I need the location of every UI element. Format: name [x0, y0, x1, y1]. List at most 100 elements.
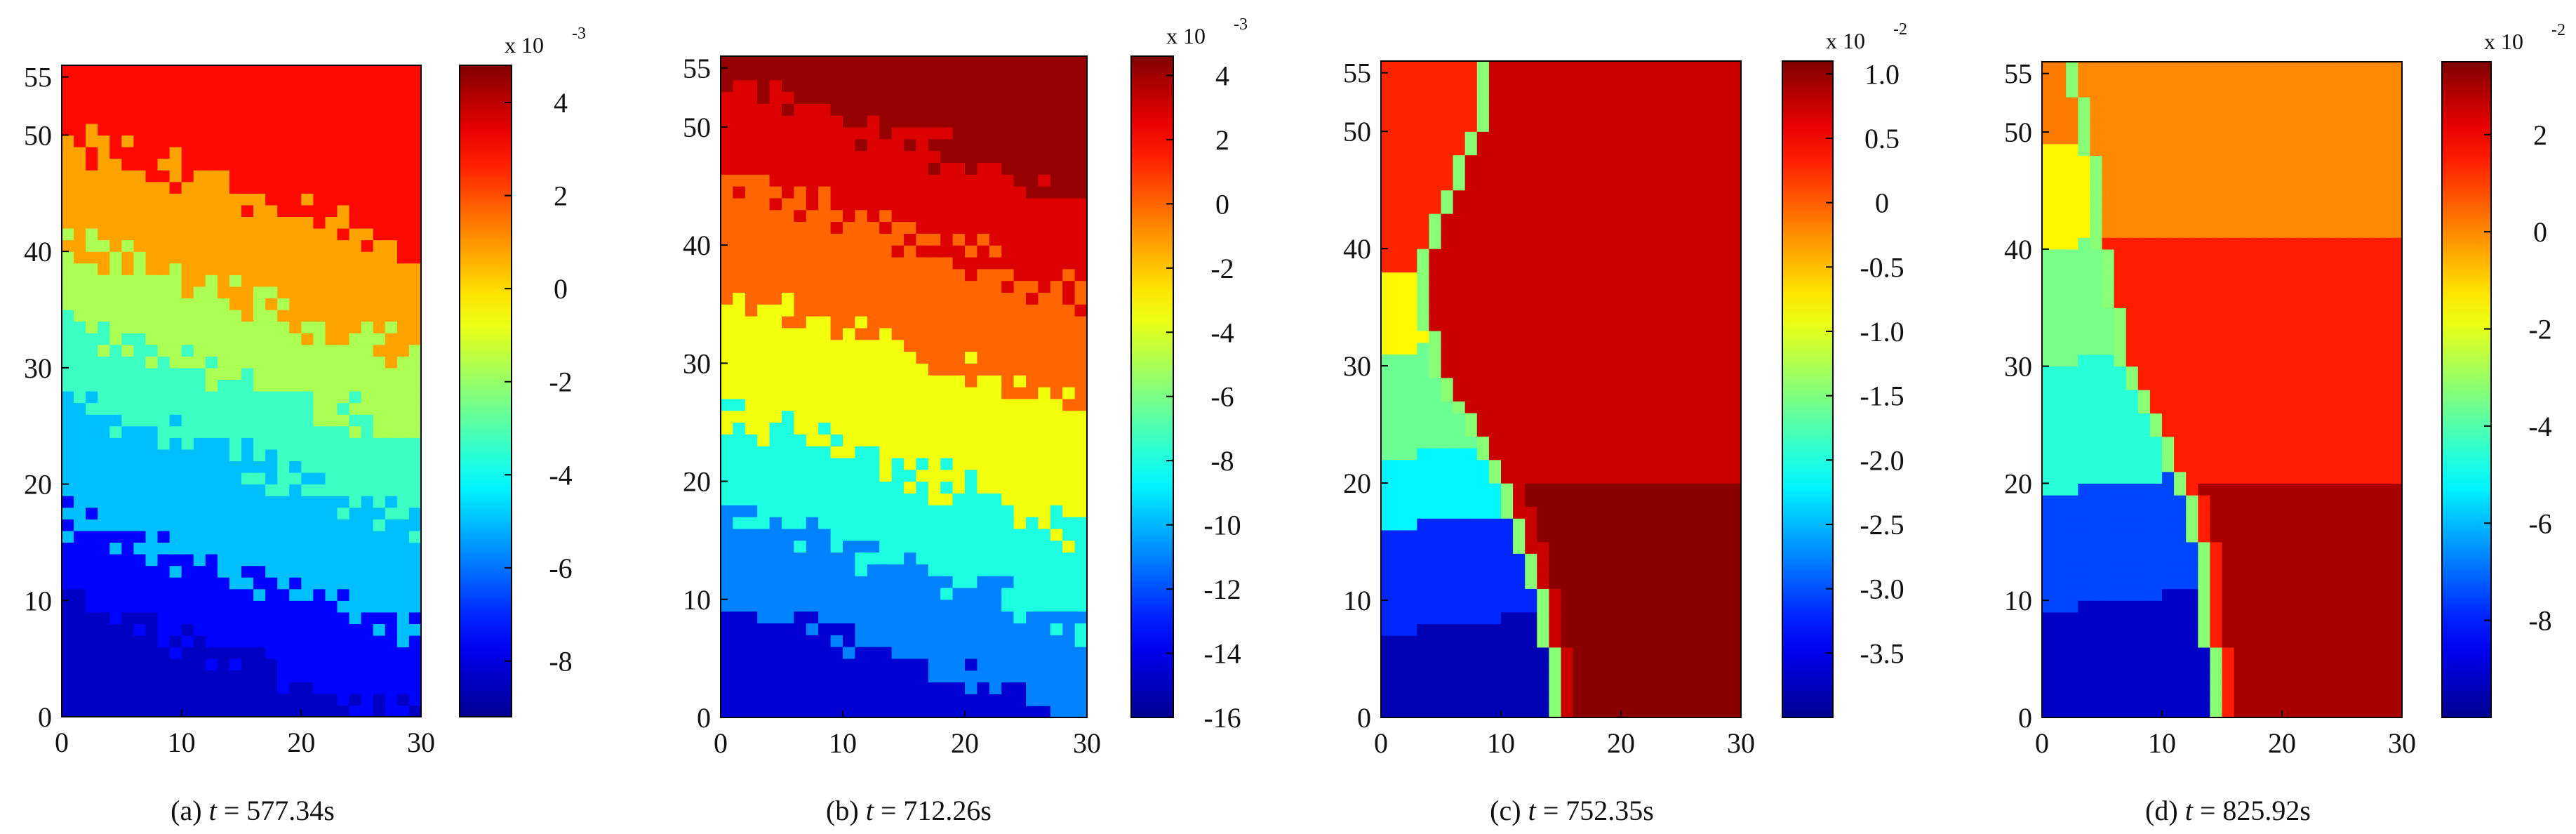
heatmap-cell: [1014, 387, 1027, 399]
heatmap-cell: [325, 403, 338, 415]
heatmap-cell: [373, 147, 386, 159]
heatmap-cell: [782, 56, 794, 68]
heatmap-cell: [953, 552, 966, 564]
heatmap-cell: [1525, 249, 1537, 260]
heatmap-cell: [1645, 307, 1657, 319]
heatmap-cell: [1038, 68, 1050, 80]
heatmap-cell: [965, 399, 977, 411]
heatmap-cell: [1717, 331, 1730, 343]
heatmap-cell: [361, 182, 374, 194]
heatmap-cell: [904, 115, 916, 127]
heatmap-cell: [806, 517, 819, 529]
heatmap-cell: [409, 635, 422, 647]
heatmap-cell: [1075, 151, 1088, 163]
heatmap-cell: [1561, 178, 1574, 190]
heatmap-cell: [1549, 647, 1561, 659]
heatmap-cell: [109, 461, 122, 472]
heatmap-cell: [385, 379, 398, 391]
heatmap-cell: [1681, 307, 1694, 319]
heatmap-cell: [1062, 505, 1075, 517]
heatmap-cell: [770, 670, 782, 682]
heatmap-cell: [1477, 201, 1490, 213]
heatmap-cell: [277, 635, 290, 647]
heatmap-cell: [409, 623, 422, 635]
heatmap-cell: [770, 411, 782, 423]
heatmap-cell: [62, 437, 74, 449]
heatmap-cell: [1633, 343, 1646, 355]
heatmap-cell: [818, 541, 831, 552]
heatmap-cell: [253, 263, 266, 275]
heatmap-cell: [1717, 612, 1730, 624]
heatmap-cell: [1549, 343, 1561, 355]
heatmap-cell: [1441, 682, 1454, 694]
heatmap-cell: [1549, 178, 1561, 190]
heatmap-cell: [794, 269, 806, 281]
heatmap-cell: [1393, 108, 1406, 120]
heatmap-cell: [158, 484, 171, 496]
heatmap-cell: [1669, 670, 1681, 682]
heatmap-cell: [940, 80, 953, 92]
heatmap-cell: [62, 484, 74, 496]
heatmap-cell: [325, 437, 338, 449]
heatmap-cell: [940, 635, 953, 647]
heatmap-cell: [1441, 612, 1454, 624]
heatmap-cell: [373, 65, 386, 77]
heatmap-cell: [831, 91, 843, 103]
heatmap-cell: [1585, 319, 1598, 331]
heatmap-cell: [1681, 623, 1694, 635]
heatmap-cell: [325, 589, 338, 601]
heatmap-cell: [965, 139, 977, 151]
heatmap-cell: [892, 292, 905, 304]
heatmap-cell: [409, 566, 422, 578]
heatmap-cell: [289, 322, 302, 333]
heatmap-cell: [1549, 237, 1561, 249]
heatmap-cell: [1657, 588, 1669, 600]
heatmap-cell: [361, 600, 374, 612]
heatmap-cell: [1657, 542, 1669, 554]
heatmap-cell: [721, 103, 733, 115]
heatmap-cell: [1681, 331, 1694, 343]
heatmap-cell: [1489, 483, 1502, 495]
heatmap-cell: [158, 589, 171, 601]
heatmap-cell: [265, 77, 278, 89]
heatmap-cell: [313, 88, 326, 100]
heatmap-cell: [385, 65, 398, 77]
heatmap-cell: [86, 135, 98, 147]
heatmap-cell: [86, 623, 98, 635]
heatmap-cell: [1717, 413, 1730, 425]
heatmap-cell: [1489, 612, 1502, 624]
heatmap-cell: [892, 564, 905, 576]
heatmap-cell: [1453, 343, 1466, 355]
heatmap-cell: [818, 103, 831, 115]
heatmap-cell: [794, 623, 806, 635]
heatmap-cell: [904, 68, 916, 80]
heatmap-cell: [989, 127, 1002, 139]
heatmap-cell: [253, 472, 266, 484]
heatmap-cell: [361, 205, 374, 217]
heatmap-cell: [1038, 222, 1050, 234]
heatmap-cell: [770, 281, 782, 293]
heatmap-cell: [965, 387, 977, 399]
heatmap-cell: [385, 414, 398, 426]
heatmap-cell: [940, 706, 953, 717]
heatmap-cell: [1477, 284, 1490, 296]
heatmap-cell: [806, 458, 819, 470]
heatmap-cell: [1597, 331, 1610, 343]
heatmap-cell: [241, 356, 254, 368]
heatmap-cell: [1014, 210, 1027, 222]
heatmap-cell: [98, 577, 110, 589]
heatmap-cell: [831, 623, 843, 635]
heatmap-cell: [1001, 162, 1014, 174]
heatmap-cell: [855, 564, 867, 576]
heatmap-cell: [1621, 390, 1634, 402]
heatmap-cell: [1645, 448, 1657, 460]
heatmap-cell: [1669, 542, 1681, 554]
heatmap-cell: [1645, 436, 1657, 448]
heatmap-cell: [325, 263, 338, 275]
heatmap-cell: [1050, 588, 1063, 600]
heatmap-cell: [133, 240, 146, 252]
heatmap-cell: [325, 112, 338, 124]
heatmap-cell: [855, 162, 867, 174]
heatmap-cell: [338, 414, 350, 426]
heatmap-cell: [1062, 103, 1075, 115]
